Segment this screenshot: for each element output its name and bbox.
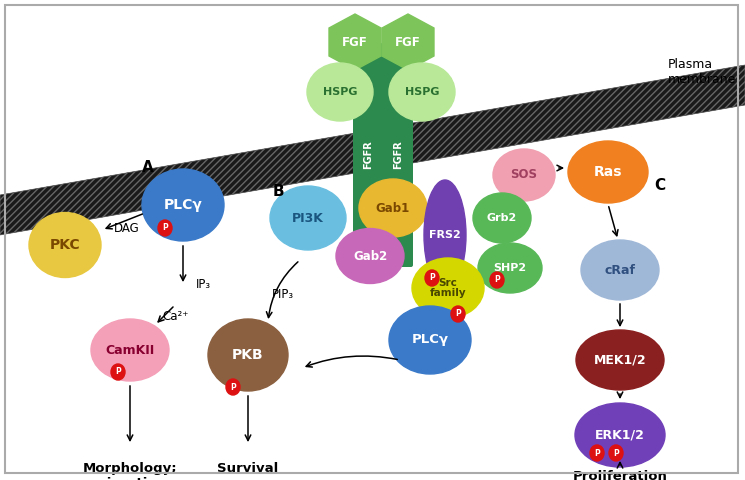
Text: P: P	[594, 448, 600, 457]
Text: B: B	[272, 184, 284, 200]
Ellipse shape	[111, 364, 125, 380]
Ellipse shape	[412, 258, 484, 318]
Text: P: P	[115, 368, 121, 376]
Text: C: C	[654, 178, 665, 192]
Polygon shape	[329, 14, 381, 70]
Text: Gab1: Gab1	[376, 202, 410, 215]
Text: Proliferation
cell fate determination: Proliferation cell fate determination	[534, 470, 706, 480]
Text: cRaf: cRaf	[604, 264, 635, 276]
Text: FGF: FGF	[342, 36, 368, 48]
Text: A: A	[142, 160, 154, 176]
Ellipse shape	[568, 141, 648, 203]
Text: P: P	[455, 310, 461, 319]
Text: Survival: Survival	[218, 462, 279, 475]
Ellipse shape	[389, 306, 471, 374]
Text: PKB: PKB	[232, 348, 264, 362]
Ellipse shape	[451, 306, 465, 322]
Ellipse shape	[270, 186, 346, 250]
Ellipse shape	[478, 243, 542, 293]
Text: IP₃: IP₃	[196, 278, 211, 291]
Text: ERK1/2: ERK1/2	[595, 429, 645, 442]
Ellipse shape	[208, 319, 288, 391]
Text: FGF: FGF	[395, 36, 421, 48]
Text: HSPG: HSPG	[323, 87, 358, 97]
Ellipse shape	[142, 169, 224, 241]
Ellipse shape	[473, 193, 531, 243]
Ellipse shape	[91, 319, 169, 381]
Ellipse shape	[359, 179, 427, 237]
Text: FRS2: FRS2	[429, 230, 461, 240]
Text: P: P	[494, 276, 500, 285]
Text: PLCγ: PLCγ	[164, 198, 203, 212]
Text: DAG: DAG	[114, 221, 140, 235]
Ellipse shape	[575, 403, 665, 467]
Text: P: P	[230, 383, 236, 392]
Text: P: P	[613, 448, 619, 457]
Text: PLCγ: PLCγ	[411, 334, 448, 347]
Polygon shape	[0, 65, 745, 235]
Ellipse shape	[581, 240, 659, 300]
Text: PI3K: PI3K	[292, 212, 324, 225]
Polygon shape	[382, 14, 434, 70]
Ellipse shape	[424, 180, 466, 290]
Ellipse shape	[307, 63, 373, 121]
Ellipse shape	[158, 220, 172, 236]
Ellipse shape	[226, 379, 240, 395]
Text: Gab2: Gab2	[353, 250, 387, 263]
Ellipse shape	[493, 149, 555, 201]
Text: Morphology;
migration: Morphology; migration	[83, 462, 177, 480]
FancyBboxPatch shape	[383, 43, 413, 267]
Ellipse shape	[389, 63, 455, 121]
Text: P: P	[429, 274, 435, 283]
Ellipse shape	[590, 445, 604, 461]
Ellipse shape	[425, 270, 439, 286]
Text: HSPG: HSPG	[405, 87, 440, 97]
Ellipse shape	[576, 330, 664, 390]
Ellipse shape	[490, 272, 504, 288]
Text: Src
family: Src family	[430, 277, 466, 299]
Text: FGFR: FGFR	[393, 141, 403, 169]
Text: FGFR: FGFR	[363, 141, 373, 169]
Text: SOS: SOS	[510, 168, 537, 181]
Ellipse shape	[29, 213, 101, 277]
Text: Plasma
membrane: Plasma membrane	[668, 58, 736, 86]
Text: PKC: PKC	[50, 238, 80, 252]
Ellipse shape	[609, 445, 623, 461]
Text: Ras: Ras	[594, 165, 622, 179]
Text: Grb2: Grb2	[487, 213, 517, 223]
Text: SHP2: SHP2	[493, 263, 527, 273]
Text: P: P	[162, 224, 168, 232]
Text: PIP₃: PIP₃	[272, 288, 294, 301]
Text: MEK1/2: MEK1/2	[594, 353, 647, 367]
Text: Ca²⁺: Ca²⁺	[162, 311, 188, 324]
Polygon shape	[0, 65, 745, 235]
Text: CamKII: CamKII	[105, 344, 155, 357]
FancyBboxPatch shape	[353, 43, 383, 267]
Ellipse shape	[336, 228, 404, 284]
